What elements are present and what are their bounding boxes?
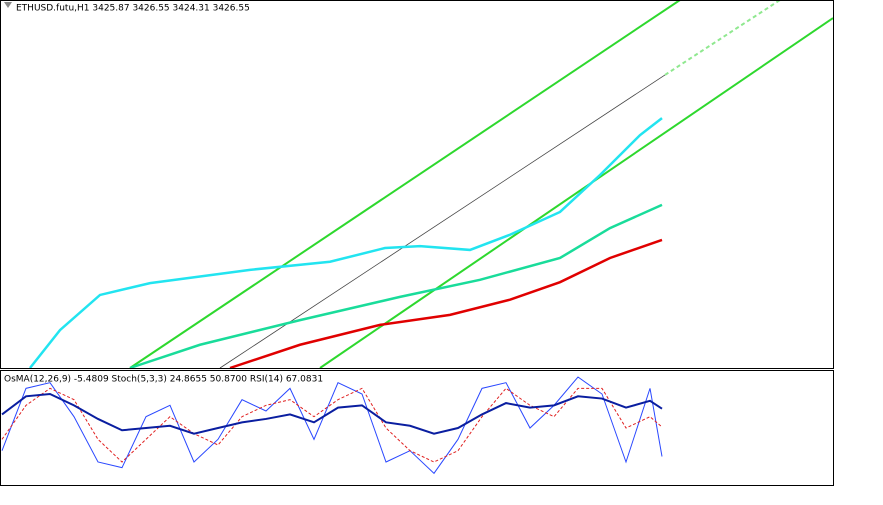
indicator-line <box>1 376 663 475</box>
main-frame <box>0 0 834 369</box>
indicator-line <box>1 387 663 463</box>
main-header: ETHUSD.futu,H1 3425.87 3426.55 3424.31 3… <box>16 4 250 14</box>
symbol-icon <box>4 2 12 8</box>
moving-average <box>229 238 663 370</box>
plot <box>1 0 834 475</box>
oscillator-frame <box>0 370 834 486</box>
oscillator-header: OsMA(12,26,9) -5.4809 Stoch(5,3,3) 24.86… <box>4 375 323 385</box>
moving-average <box>29 117 663 369</box>
trendline <box>319 17 834 369</box>
indicator-line <box>1 392 663 435</box>
trendline <box>129 0 681 369</box>
trendline <box>664 0 781 76</box>
trendline <box>219 74 666 369</box>
moving-average <box>129 203 663 370</box>
